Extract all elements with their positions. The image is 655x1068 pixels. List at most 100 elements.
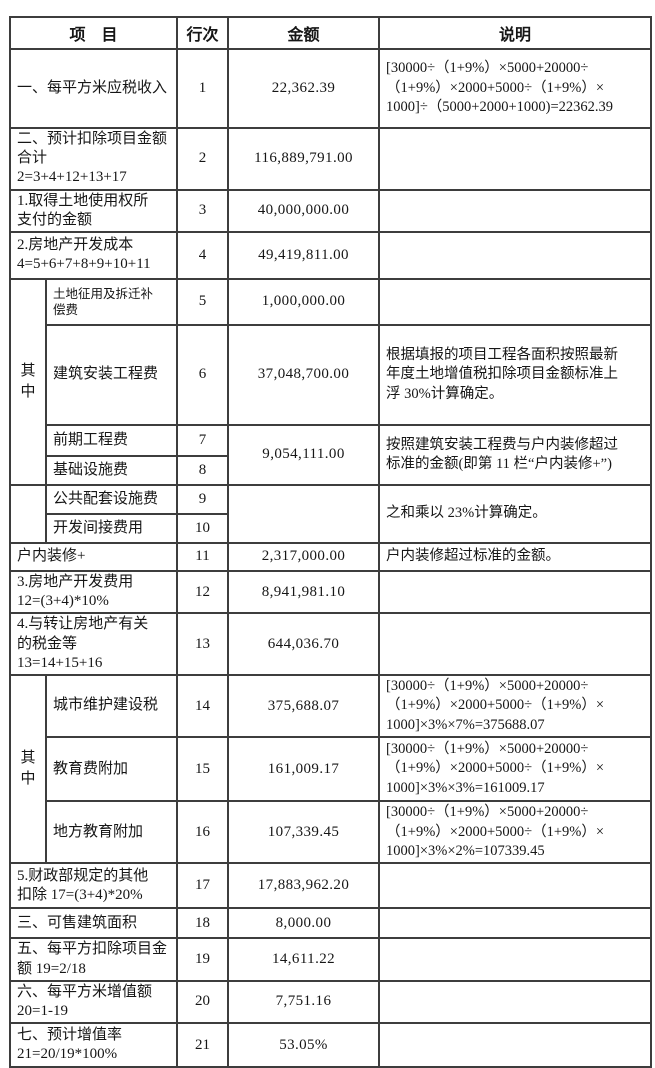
amount-cell-4: 49,419,811.00: [227, 230, 381, 280]
item-cell-1: 一、每平方米应税收入: [8, 48, 179, 129]
amount-cell-5: 1,000,000.00: [227, 277, 381, 326]
note-cell-9-10: 之和乘以 23%计算确定。: [378, 483, 653, 544]
amount-cell-9-10: [227, 483, 381, 544]
line-no-cell-12: 12: [176, 569, 230, 615]
note-cell-19: [378, 937, 653, 982]
note-cell-12: [378, 569, 653, 615]
amount-cell-15: 161,009.17: [227, 736, 381, 803]
table-row-5: 其 中 土地征用及拆迁补 偿费 5 1,000,000.00: [9, 277, 653, 486]
note-cell-3: [378, 188, 653, 233]
line-no-cell-7: 7: [176, 423, 230, 457]
note-cell-14: [30000÷（1+9%）×5000+20000÷ （1+9%）×2000+50…: [378, 673, 653, 739]
header-row: 项 目 行次 金额 说明: [8, 16, 653, 50]
table-row-14: 其 中 城市维护建设税 14 375,688.07 [30000÷（1+9%）×…: [9, 673, 653, 865]
amount-cell-19: 14,611.22: [227, 937, 381, 982]
amount-cell-21: 53.05%: [227, 1022, 381, 1068]
table-row-21: 七、预计增值率 21=20/19*100% 21 53.05%: [8, 1022, 653, 1068]
line-no-cell-6: 6: [176, 323, 230, 426]
amount-cell-11: 2,317,000.00: [227, 541, 381, 572]
item-cell-8: 基础设施费: [44, 454, 179, 486]
line-no-cell-5: 5: [176, 277, 230, 326]
group-label-qizhong-2: 其 中: [9, 673, 47, 865]
line-no-cell-17: 17: [176, 862, 230, 910]
table-row-9: 公共配套设施费 9 之和乘以 23%计算确定。: [9, 483, 653, 544]
table-row-11: 户内装修+ 11 2,317,000.00 户内装修超过标准的金额。: [8, 541, 653, 572]
line-no-cell-3: 3: [176, 188, 230, 233]
item-cell-11: 户内装修+: [8, 541, 179, 572]
item-cell-9: 公共配套设施费: [44, 483, 179, 515]
table-row-15: 教育费附加 15 161,009.17 [30000÷（1+9%）×5000+2…: [10, 736, 653, 803]
amount-cell-3: 40,000,000.00: [227, 188, 381, 233]
item-cell-14: 城市维护建设税: [44, 673, 179, 739]
line-no-cell-19: 19: [176, 937, 230, 982]
table-row-10: 开发间接费用 10: [10, 512, 651, 544]
line-no-cell-20: 20: [176, 979, 230, 1025]
amount-cell-2: 116,889,791.00: [227, 127, 381, 191]
note-cell-17: [378, 862, 653, 910]
amount-cell-20: 7,751.16: [227, 979, 381, 1025]
item-cell-20: 六、每平方米增值额 20=1-19: [8, 979, 179, 1025]
item-cell-16: 地方教育附加: [44, 800, 179, 865]
note-cell-15: [30000÷（1+9%）×5000+20000÷ （1+9%）×2000+50…: [378, 736, 653, 803]
note-cell-13: [378, 612, 653, 676]
table-row-20: 六、每平方米增值额 20=1-19 20 7,751.16: [8, 979, 653, 1025]
table-row-3: 1.取得土地使用权所 支付的金额 3 40,000,000.00: [8, 188, 653, 233]
amount-cell-6: 37,048,700.00: [227, 323, 381, 426]
amount-cell-12: 8,941,981.10: [227, 569, 381, 615]
amount-cell-13: 644,036.70: [227, 612, 381, 676]
table-row-7: 前期工程费 7 9,054,111.00 按照建筑安装工程费与户内装修超过 标准…: [10, 423, 653, 486]
amount-cell-1: 22,362.39: [227, 48, 381, 129]
note-cell-16: [30000÷（1+9%）×5000+20000÷ （1+9%）×2000+50…: [378, 800, 653, 865]
table-row-6: 建筑安装工程费 6 37,048,700.00 根据填报的项目工程各面积按照最新…: [10, 323, 653, 426]
item-cell-19: 五、每平方扣除项目金 额 19=2/18: [8, 937, 179, 982]
group-cell-empty: [9, 483, 47, 544]
item-cell-5: 土地征用及拆迁补 偿费: [44, 277, 179, 326]
table-row-1: 一、每平方米应税收入 1 22,362.39 [30000÷（1+9%）×500…: [8, 48, 653, 129]
col-header-line-no: 行次: [176, 16, 230, 50]
line-no-cell-1: 1: [176, 48, 230, 129]
item-cell-21: 七、预计增值率 21=20/19*100%: [8, 1022, 179, 1068]
table-row-12: 3.房地产开发费用 12=(3+4)*10% 12 8,941,981.10: [8, 569, 653, 615]
item-cell-17: 5.财政部规定的其他 扣除 17=(3+4)*20%: [8, 862, 179, 910]
note-cell-2: [378, 127, 653, 191]
item-cell-13: 4.与转让房地产有关 的税金等 13=14+15+16: [8, 612, 179, 676]
note-cell-1: [30000÷（1+9%）×5000+20000÷ （1+9%）×2000+50…: [378, 48, 653, 129]
item-cell-18: 三、可售建筑面积: [8, 907, 179, 940]
table-row-2: 二、预计扣除项目金额 合计 2=3+4+12+13+17 2 116,889,7…: [8, 127, 653, 191]
line-no-cell-13: 13: [176, 612, 230, 676]
note-cell-21: [378, 1022, 653, 1068]
note-cell-6: 根据填报的项目工程各面积按照最新 年度土地增值税扣除项目金额标准上 浮 30%计…: [378, 323, 653, 426]
line-no-cell-9: 9: [176, 483, 230, 515]
amount-cell-18: 8,000.00: [227, 907, 381, 940]
tax-deduction-table: 项 目 行次 金额 说明 一、每平方米应税收入 1 22,362.39 [300…: [8, 16, 653, 1068]
line-no-cell-4: 4: [176, 230, 230, 280]
table-row-16: 地方教育附加 16 107,339.45 [30000÷（1+9%）×5000+…: [10, 800, 653, 865]
note-cell-5: [378, 277, 653, 326]
note-cell-20: [378, 979, 653, 1025]
line-no-cell-8: 8: [176, 454, 230, 486]
line-no-cell-21: 21: [176, 1022, 230, 1068]
amount-cell-17: 17,883,962.20: [227, 862, 381, 910]
line-no-cell-16: 16: [176, 800, 230, 865]
item-cell-7: 前期工程费: [44, 423, 179, 457]
col-header-note: 说明: [378, 16, 653, 50]
note-cell-18: [378, 907, 653, 940]
col-header-amount: 金额: [227, 16, 381, 50]
amount-cell-14: 375,688.07: [227, 673, 381, 739]
line-no-cell-18: 18: [176, 907, 230, 940]
table-row-13: 4.与转让房地产有关 的税金等 13=14+15+16 13 644,036.7…: [8, 612, 653, 676]
note-cell-7-8: 按照建筑安装工程费与户内装修超过 标准的金额(即第 11 栏“户内装修+”): [378, 423, 653, 486]
item-cell-10: 开发间接费用: [44, 512, 179, 544]
line-no-cell-11: 11: [176, 541, 230, 572]
amount-cell-16: 107,339.45: [227, 800, 381, 865]
line-no-cell-2: 2: [176, 127, 230, 191]
item-cell-6: 建筑安装工程费: [44, 323, 179, 426]
line-no-cell-14: 14: [176, 673, 230, 739]
item-cell-15: 教育费附加: [44, 736, 179, 803]
note-cell-11: 户内装修超过标准的金额。: [378, 541, 653, 572]
table-row-18: 三、可售建筑面积 18 8,000.00: [8, 907, 653, 940]
table-row-17: 5.财政部规定的其他 扣除 17=(3+4)*20% 17 17,883,962…: [8, 862, 653, 910]
line-no-cell-15: 15: [176, 736, 230, 803]
group-label-qizhong-1: 其 中: [9, 277, 47, 486]
